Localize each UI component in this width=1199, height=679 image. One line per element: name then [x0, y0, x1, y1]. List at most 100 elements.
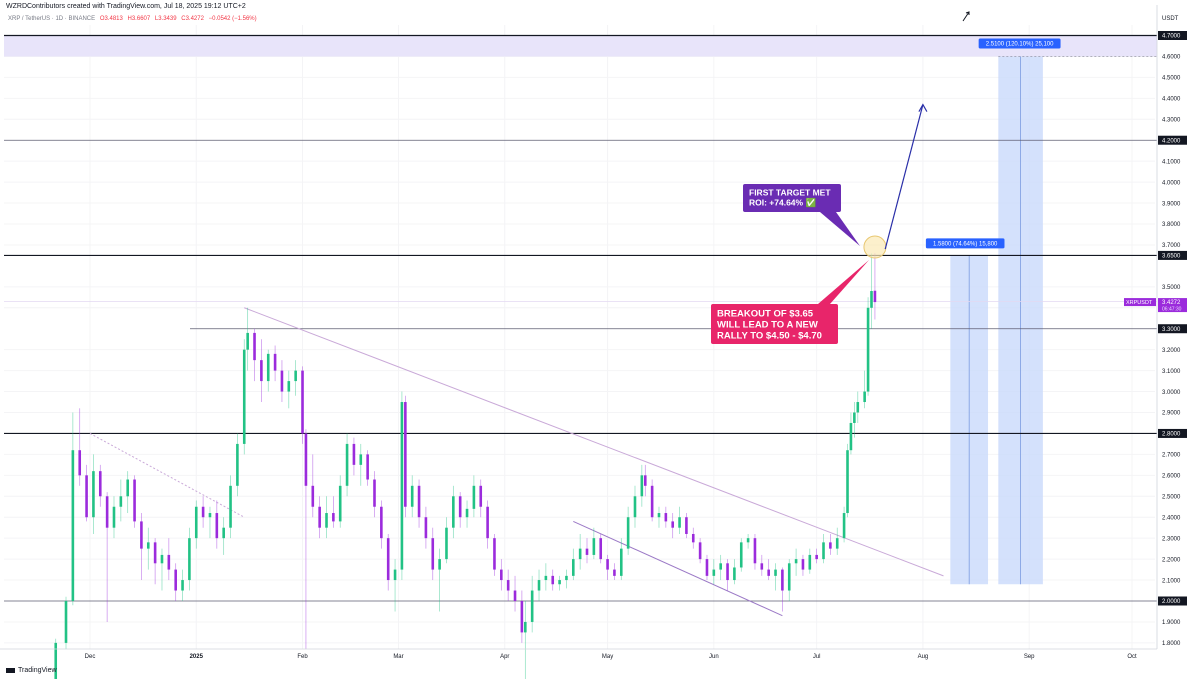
candle[interactable] — [592, 538, 596, 555]
candle[interactable] — [849, 422, 853, 451]
candle[interactable] — [458, 496, 462, 518]
candle[interactable] — [650, 485, 654, 518]
candle[interactable] — [808, 554, 812, 570]
candle[interactable] — [229, 485, 232, 528]
candle[interactable] — [260, 360, 263, 382]
candle[interactable] — [246, 332, 249, 350]
candle[interactable] — [92, 471, 95, 518]
candle[interactable] — [678, 517, 681, 528]
candle[interactable] — [856, 402, 860, 413]
candle[interactable] — [253, 332, 256, 361]
candle[interactable] — [266, 353, 270, 382]
candle[interactable] — [181, 580, 184, 591]
candle[interactable] — [208, 513, 212, 518]
candle[interactable] — [287, 381, 291, 392]
candle[interactable] — [705, 559, 709, 576]
candle[interactable] — [513, 590, 517, 601]
candle[interactable] — [671, 521, 674, 528]
candle[interactable] — [126, 479, 130, 497]
candle[interactable] — [863, 391, 866, 403]
candle[interactable] — [626, 517, 630, 549]
candle[interactable] — [870, 291, 873, 308]
candle[interactable] — [64, 601, 68, 643]
candle[interactable] — [325, 513, 328, 528]
candle[interactable] — [613, 569, 616, 576]
candle[interactable] — [760, 563, 764, 570]
trendline[interactable] — [244, 307, 944, 577]
candle[interactable] — [380, 506, 383, 539]
candle[interactable] — [520, 601, 524, 633]
candle[interactable] — [815, 554, 818, 560]
candle[interactable] — [691, 533, 695, 543]
candle[interactable] — [174, 569, 177, 591]
candle[interactable] — [236, 443, 239, 486]
candle[interactable] — [78, 450, 82, 476]
candle[interactable] — [866, 307, 870, 392]
candle[interactable] — [119, 496, 123, 507]
candle[interactable] — [530, 590, 534, 622]
candle[interactable] — [304, 433, 308, 486]
candle[interactable] — [544, 575, 548, 581]
candle[interactable] — [842, 513, 846, 539]
candle[interactable] — [801, 559, 805, 570]
candle[interactable] — [465, 508, 469, 518]
candle[interactable] — [486, 506, 489, 539]
candle[interactable] — [438, 559, 441, 570]
candle[interactable] — [774, 569, 777, 576]
candle[interactable] — [633, 496, 637, 518]
candle[interactable] — [445, 527, 448, 560]
candle[interactable] — [194, 506, 198, 539]
candle[interactable] — [373, 479, 376, 507]
candle[interactable] — [578, 548, 582, 560]
candle[interactable] — [160, 554, 164, 564]
candle[interactable] — [640, 475, 644, 497]
candle[interactable] — [345, 443, 349, 486]
candle[interactable] — [410, 485, 414, 507]
candle[interactable] — [551, 575, 555, 585]
candle[interactable] — [188, 538, 191, 581]
candle[interactable] — [733, 567, 736, 581]
candle[interactable] — [242, 349, 246, 444]
candle[interactable] — [746, 538, 750, 543]
candle[interactable] — [571, 559, 575, 576]
candle[interactable] — [643, 475, 647, 486]
candle[interactable] — [585, 548, 589, 555]
trendline[interactable] — [89, 433, 245, 518]
candle[interactable] — [332, 513, 335, 522]
candle[interactable] — [822, 542, 825, 560]
candle[interactable] — [739, 542, 743, 568]
candle[interactable] — [479, 485, 483, 507]
candle[interactable] — [787, 563, 791, 591]
candle[interactable] — [846, 450, 849, 514]
candle[interactable] — [386, 538, 390, 581]
candle[interactable] — [424, 517, 428, 539]
candle[interactable] — [404, 402, 407, 507]
trendline[interactable] — [573, 520, 783, 617]
candle[interactable] — [301, 370, 304, 434]
symbol-name[interactable]: XRP / TetherUS · 1D · BINANCE — [8, 16, 96, 22]
candle[interactable] — [85, 475, 88, 518]
candle[interactable] — [619, 548, 623, 576]
candle[interactable] — [558, 580, 561, 585]
candle[interactable] — [794, 559, 798, 564]
candle[interactable] — [133, 479, 136, 522]
candle[interactable] — [167, 554, 171, 570]
candle[interactable] — [524, 621, 527, 633]
candle[interactable] — [712, 569, 716, 576]
candle[interactable] — [338, 485, 342, 522]
candle[interactable] — [400, 402, 404, 570]
candle[interactable] — [719, 563, 722, 570]
candle[interactable] — [105, 496, 109, 528]
candle[interactable] — [294, 370, 297, 382]
candle[interactable] — [201, 506, 205, 518]
candle[interactable] — [71, 450, 75, 601]
candle[interactable] — [215, 513, 219, 539]
candle[interactable] — [393, 569, 397, 581]
candle[interactable] — [657, 513, 661, 518]
candle[interactable] — [54, 642, 58, 679]
candle[interactable] — [140, 521, 143, 549]
candle[interactable] — [500, 569, 503, 581]
candle[interactable] — [873, 290, 877, 303]
projection-arrow[interactable] — [884, 104, 924, 250]
